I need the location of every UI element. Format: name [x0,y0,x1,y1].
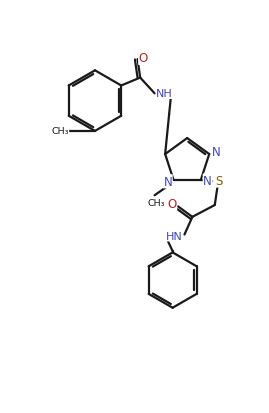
Text: O: O [168,197,177,210]
Text: S: S [215,175,222,188]
Text: CH₃: CH₃ [51,127,69,136]
Text: O: O [139,52,148,65]
Text: N: N [212,145,221,159]
Text: CH₃: CH₃ [147,199,165,208]
Text: N: N [163,176,172,188]
Text: HN: HN [165,231,182,241]
Text: NH: NH [156,89,173,99]
Text: N: N [203,175,212,188]
